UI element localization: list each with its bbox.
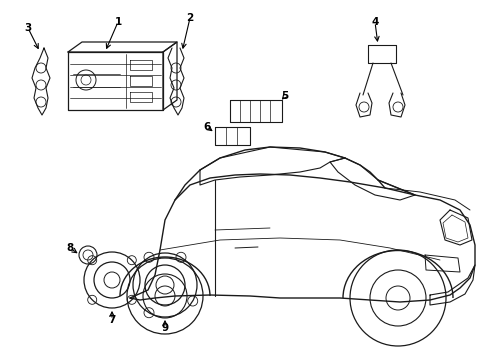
Text: 4: 4 [370,17,378,27]
Text: 8: 8 [66,243,74,253]
Text: 3: 3 [24,23,32,33]
Text: 5: 5 [281,91,288,101]
Text: 9: 9 [161,323,168,333]
Text: 7: 7 [108,315,116,325]
Text: 2: 2 [186,13,193,23]
Text: 6: 6 [203,122,210,132]
Text: 1: 1 [114,17,122,27]
